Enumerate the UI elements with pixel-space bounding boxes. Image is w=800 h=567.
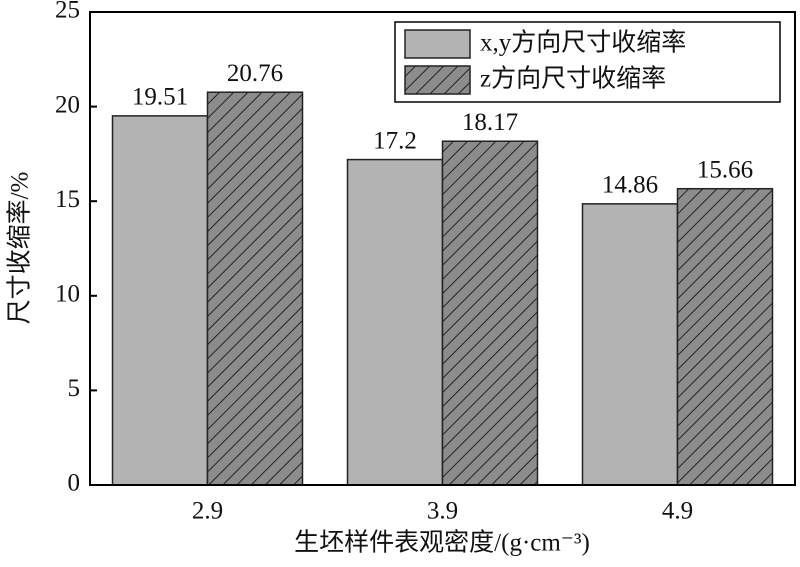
- bar: [581, 203, 679, 486]
- y-tick-label: 10: [55, 281, 80, 308]
- bar: [676, 187, 774, 486]
- value-label: 19.51: [132, 84, 188, 111]
- y-tick-label: 15: [55, 186, 80, 213]
- bar: [111, 115, 209, 486]
- y-tick-label: 25: [55, 0, 80, 24]
- bar: [206, 91, 304, 486]
- legend-swatch: [404, 29, 471, 59]
- y-tick-label: 5: [68, 375, 81, 402]
- y-tick-label: 0: [68, 470, 81, 497]
- bar: [346, 158, 444, 486]
- x-axis-label: 生坯样件表观密度/(g·cm⁻³): [294, 529, 590, 557]
- value-label: 20.76: [227, 60, 283, 87]
- value-label: 18.17: [462, 109, 518, 136]
- value-label: 14.86: [602, 172, 658, 199]
- plot-frame: [89, 11, 796, 486]
- x-tick-label: 2.9: [192, 498, 223, 525]
- x-tick-label: 3.9: [427, 498, 458, 525]
- bar: [441, 140, 539, 486]
- legend-label: z方向尺寸收缩率: [480, 65, 666, 93]
- value-label: 17.2: [373, 127, 417, 154]
- x-tick-label: 4.9: [662, 498, 693, 525]
- y-axis-label: 尺寸收缩率/%: [6, 172, 34, 325]
- value-label: 15.66: [697, 156, 753, 183]
- legend-label: x,y方向尺寸收缩率: [480, 29, 686, 57]
- legend-swatch: [404, 65, 471, 95]
- y-tick-label: 20: [55, 91, 80, 118]
